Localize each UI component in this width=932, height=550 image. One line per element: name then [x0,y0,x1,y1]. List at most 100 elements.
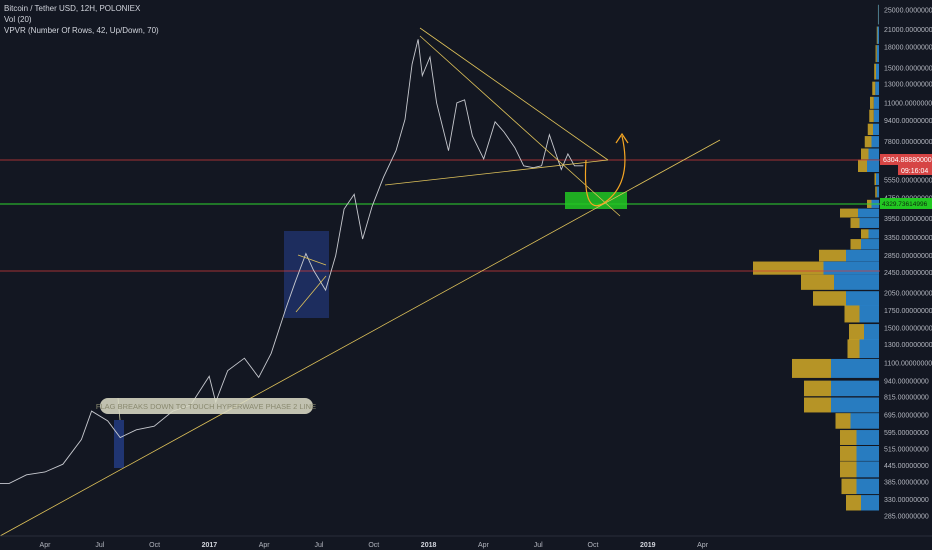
vp-up-bar [859,218,879,228]
price-tick-label: 285.00000000 [884,513,929,520]
vp-up-bar [864,324,879,340]
price-tick-label: 3950.00000000 [884,216,932,223]
time-tick-label: Jul [95,542,104,549]
vp-down-bar [875,45,877,63]
vp-down-bar [804,380,831,397]
vp-up-bar [861,495,879,511]
vp-up-bar [834,274,879,290]
volume-profile [753,4,879,511]
vp-up-bar [831,397,879,413]
hyperwave-phase2-line [0,139,721,537]
vp-down-bar [792,358,831,378]
projection-arc [584,135,626,207]
price-tick-label: 515.00000000 [884,446,929,453]
vp-up-bar [831,358,879,378]
vp-up-bar [850,413,879,429]
vp-up-bar [856,430,879,445]
time-tick-label: Oct [149,542,160,549]
price-tick-label: 15000.00000000 [884,65,932,72]
projection-arrow-icon [615,132,629,144]
vp-down-bar [801,274,834,290]
time-tick-label: 2017 [202,542,218,549]
vp-down-bar [835,413,851,429]
triangle-lower-line [384,159,609,186]
price-tick-label: 2050.00000000 [884,290,932,297]
time-tick-label: Apr [259,542,271,549]
time-tick-label: Oct [368,542,379,549]
wedge-top-line [419,35,621,217]
vp-down-bar [849,324,864,340]
time-tick-label: Apr [478,542,490,549]
annotation-text: FLAG BREAKS DOWN TO TOUCH HYPERWAVE PHAS… [96,402,316,411]
vp-up-bar [873,96,879,109]
vp-up-bar [868,148,879,160]
vp-down-bar [861,148,869,160]
vp-up-bar [873,123,879,136]
vp-up-bar [823,261,879,275]
vp-up-bar [878,4,879,25]
time-tick-label: Apr [697,542,709,549]
vp-down-bar [858,159,867,173]
countdown-badge [898,165,932,175]
vpvr-indicator-label[interactable]: VPVR (Number Of Rows, 42, Up/Down, 70) [4,26,159,35]
price-tick-label: 330.00000000 [884,497,929,504]
vp-down-bar [813,291,846,306]
vp-up-bar [858,208,879,218]
countdown-label: 09:16:04 [901,168,928,175]
price-tick-label: 445.00000000 [884,463,929,470]
vp-down-bar [872,81,876,96]
flag-box-2016 [114,420,124,468]
vp-up-bar [871,136,879,148]
vp-down-bar [850,239,861,250]
green-level-label: 4329.73614996 [882,201,928,208]
vp-up-bar [861,239,879,250]
time-tick-label: Oct [588,542,599,549]
vp-down-bar [840,446,857,461]
price-tick-label: 385.00000000 [884,479,929,486]
vp-down-bar [840,461,857,478]
flag-box-2017 [284,231,329,318]
price-tick-label: 2850.00000000 [884,253,932,260]
vp-up-bar [856,461,879,478]
price-tick-label: 21000.00000000 [884,27,932,34]
vp-up-bar [873,109,879,123]
vp-down-bar [804,397,831,413]
volume-indicator-label[interactable]: Vol (20) [4,15,32,24]
vp-up-bar [859,339,879,359]
price-tick-label: 18000.00000000 [884,45,932,52]
vp-down-bar [819,249,846,262]
current-price-badge [880,154,932,165]
annotation-bubble [100,398,313,414]
vp-down-bar [874,173,876,186]
price-tick-label: 1100.00000000 [884,361,932,368]
vp-down-bar [870,96,874,109]
vp-up-bar [846,291,879,306]
vp-up-bar [877,26,879,44]
flag-line-2017-a [297,254,327,266]
time-axis[interactable]: Apr Jul Oct 2017 Apr Jul Oct 2018 Apr Jul Oct 2019 A… [40,542,709,549]
annotation-callout[interactable]: FLAG BREAKS DOWN TO TOUCH HYPERWAVE PHAS… [96,397,316,421]
vp-up-bar [856,478,879,495]
symbol-title[interactable]: Bitcoin / Tether USD, 12H, POLONIEX [4,4,141,13]
price-tick-label: 11000.00000000 [884,100,932,107]
price-tick-label: 695.00000000 [884,413,929,420]
vp-down-bar [847,339,860,359]
chart-legend: Bitcoin / Tether USD, 12H, POLONIEX Vol … [4,3,159,36]
price-line [0,39,584,484]
vp-up-bar [859,305,879,323]
vp-down-bar [874,63,876,80]
price-tick-label: 9400.00000000 [884,118,932,125]
vp-down-bar [841,478,857,495]
price-tick-label: 13000.00000000 [884,81,932,88]
vp-up-bar [876,186,879,198]
price-tick-label: 2450.00000000 [884,270,932,277]
vp-down-bar [876,26,878,44]
vp-down-bar [867,123,873,136]
vp-up-bar [875,81,879,96]
time-tick-label: 2019 [640,542,656,549]
vp-down-bar [840,208,858,218]
current-price-label: 6304.88880000 [883,157,932,164]
